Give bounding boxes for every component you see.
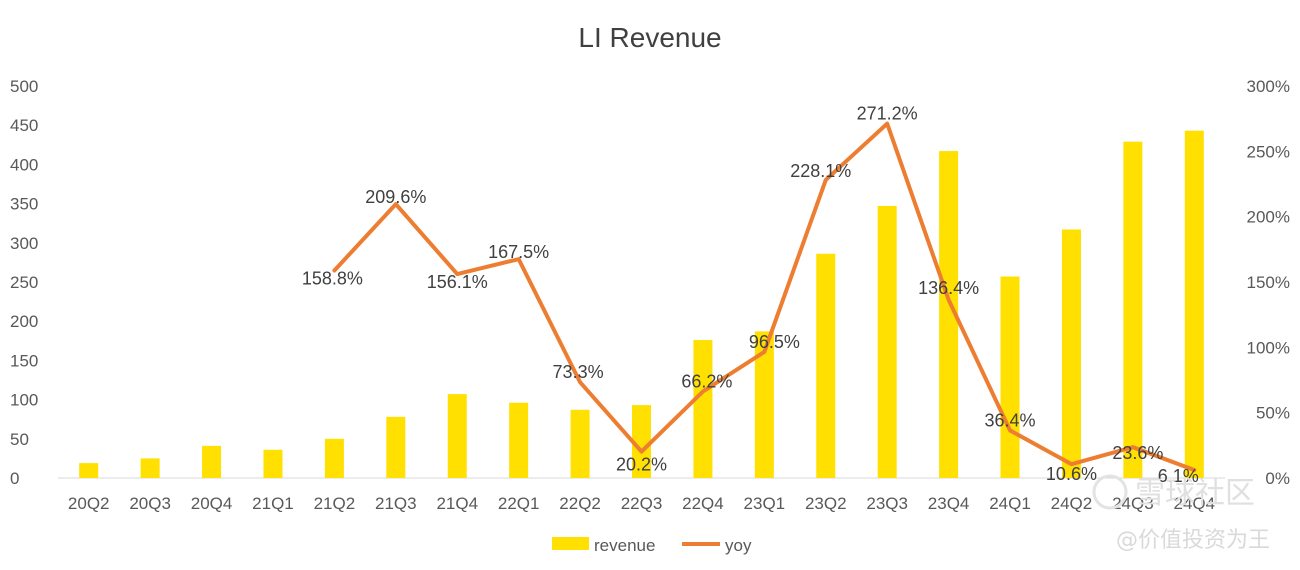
yoy-line: [332, 121, 1197, 473]
left-axis-tick-label: 200: [10, 312, 38, 331]
revenue-bar: [1123, 141, 1143, 478]
right-axis-tick-label: 250%: [1247, 142, 1290, 161]
x-axis-tick-label: 23Q2: [805, 494, 847, 513]
yoy-data-label: 136.4%: [918, 278, 979, 298]
x-axis-tick-label: 22Q3: [621, 494, 663, 513]
left-axis-tick-label: 400: [10, 155, 38, 174]
legend-label-revenue: revenue: [594, 536, 655, 555]
revenue-bar: [386, 416, 406, 478]
revenue-bar: [202, 445, 222, 478]
x-axis-tick-label: 24Q1: [989, 494, 1031, 513]
revenue-bar: [632, 405, 651, 478]
revenue-bar: [1061, 229, 1081, 478]
x-axis-tick-label: 24Q3: [1112, 494, 1154, 513]
x-axis-tick-label: 20Q4: [191, 494, 233, 513]
left-axis-tick-label: 50: [10, 430, 29, 449]
left-axis-ticks: 0 50 100 150 200 250 300 350 400 450 500: [10, 77, 38, 488]
revenue-bar: [79, 463, 99, 478]
yoy-data-label: 10.6%: [1046, 464, 1097, 484]
revenue-bar: [1184, 130, 1204, 479]
legend-swatch-revenue: [552, 537, 589, 550]
x-axis-tick-label: 20Q3: [129, 494, 171, 513]
revenue-bar: [816, 253, 836, 478]
x-axis-tick-label: 22Q4: [682, 494, 724, 513]
x-axis-tick-label: 21Q4: [436, 494, 478, 513]
legend: revenue yoy: [552, 536, 752, 555]
revenue-bars: [79, 130, 1204, 479]
yoy-data-label: 66.2%: [681, 371, 732, 391]
right-axis-tick-label: 0%: [1265, 469, 1290, 488]
revenue-bar: [877, 205, 897, 478]
x-axis-tick-label: 24Q2: [1051, 494, 1093, 513]
x-axis-tick-label: 20Q2: [68, 494, 110, 513]
x-axis-tick-label: 21Q1: [252, 494, 294, 513]
yoy-data-label: 73.3%: [553, 362, 604, 382]
left-axis-tick-label: 500: [10, 77, 38, 96]
yoy-data-label: 209.6%: [365, 187, 426, 207]
watermark-line1: 雪球社区: [1135, 476, 1255, 511]
x-axis-tick-label: 23Q4: [928, 494, 970, 513]
revenue-bar: [140, 458, 160, 478]
left-axis-tick-label: 300: [10, 234, 38, 253]
yoy-data-label: 228.1%: [790, 161, 851, 181]
yoy-data-labels: 158.8% 209.6% 156.1%167.5% 73.3% 20.2% 66.2% 9…: [302, 104, 1199, 486]
left-axis-tick-label: 350: [10, 195, 38, 214]
yoy-data-label: 156.1%: [427, 272, 488, 292]
right-axis-tick-label: 300%: [1247, 77, 1290, 96]
revenue-bar: [1000, 276, 1020, 478]
x-axis-tick-label: 24Q4: [1173, 494, 1215, 513]
legend-label-yoy: yoy: [725, 536, 752, 555]
yoy-data-label: 20.2%: [616, 455, 667, 475]
yoy-data-label: 96.5%: [749, 332, 800, 352]
yoy-data-label: 6.1%: [1158, 466, 1199, 486]
left-axis-tick-label: 450: [10, 116, 38, 135]
revenue-bar: [939, 151, 959, 478]
revenue-bar: [263, 449, 283, 478]
right-axis-tick-label: 200%: [1247, 208, 1290, 227]
revenue-bar: [754, 331, 774, 478]
revenue-bar: [693, 340, 713, 478]
right-axis-tick-label: 100%: [1247, 338, 1290, 357]
yoy-data-label: 271.2%: [857, 104, 918, 124]
watermark: 雪球社区 @价值投资为王: [1092, 474, 1270, 553]
x-axis-tick-label: 22Q2: [559, 494, 601, 513]
left-axis-tick-label: 250: [10, 273, 38, 292]
chart-title: LI Revenue: [578, 22, 721, 53]
revenue-bar: [324, 438, 344, 478]
left-axis-tick-label: 100: [10, 391, 38, 410]
left-axis-tick-label: 150: [10, 351, 38, 370]
yoy-line-group: [332, 121, 1197, 473]
x-axis-tick-label: 21Q2: [314, 494, 356, 513]
yoy-data-label: 23.6%: [1112, 443, 1163, 463]
revenue-bar: [509, 402, 529, 478]
revenue-bar: [570, 409, 590, 478]
x-axis-tick-label: 23Q3: [866, 494, 908, 513]
x-axis-tick-label: 22Q1: [498, 494, 540, 513]
yoy-data-label: 167.5%: [488, 242, 549, 262]
left-axis-tick-label: 0: [10, 469, 19, 488]
right-axis-ticks: 0% 50% 100% 150% 200% 250% 300%: [1247, 77, 1290, 488]
watermark-logo-icon: [1092, 474, 1128, 510]
x-axis-ticks: 20Q2 20Q3 20Q4 21Q1 21Q2 21Q3 21Q4 22Q1 22Q2 22Q3…: [68, 494, 1215, 513]
revenue-bar: [447, 394, 467, 478]
x-axis-tick-label: 21Q3: [375, 494, 417, 513]
yoy-data-label: 158.8%: [302, 269, 363, 289]
right-axis-tick-label: 150%: [1247, 273, 1290, 292]
watermark-line2: @价值投资为王: [1116, 528, 1270, 553]
x-axis-tick-label: 23Q1: [744, 494, 786, 513]
right-axis-tick-label: 50%: [1256, 404, 1290, 423]
yoy-data-label: 36.4%: [985, 410, 1036, 430]
